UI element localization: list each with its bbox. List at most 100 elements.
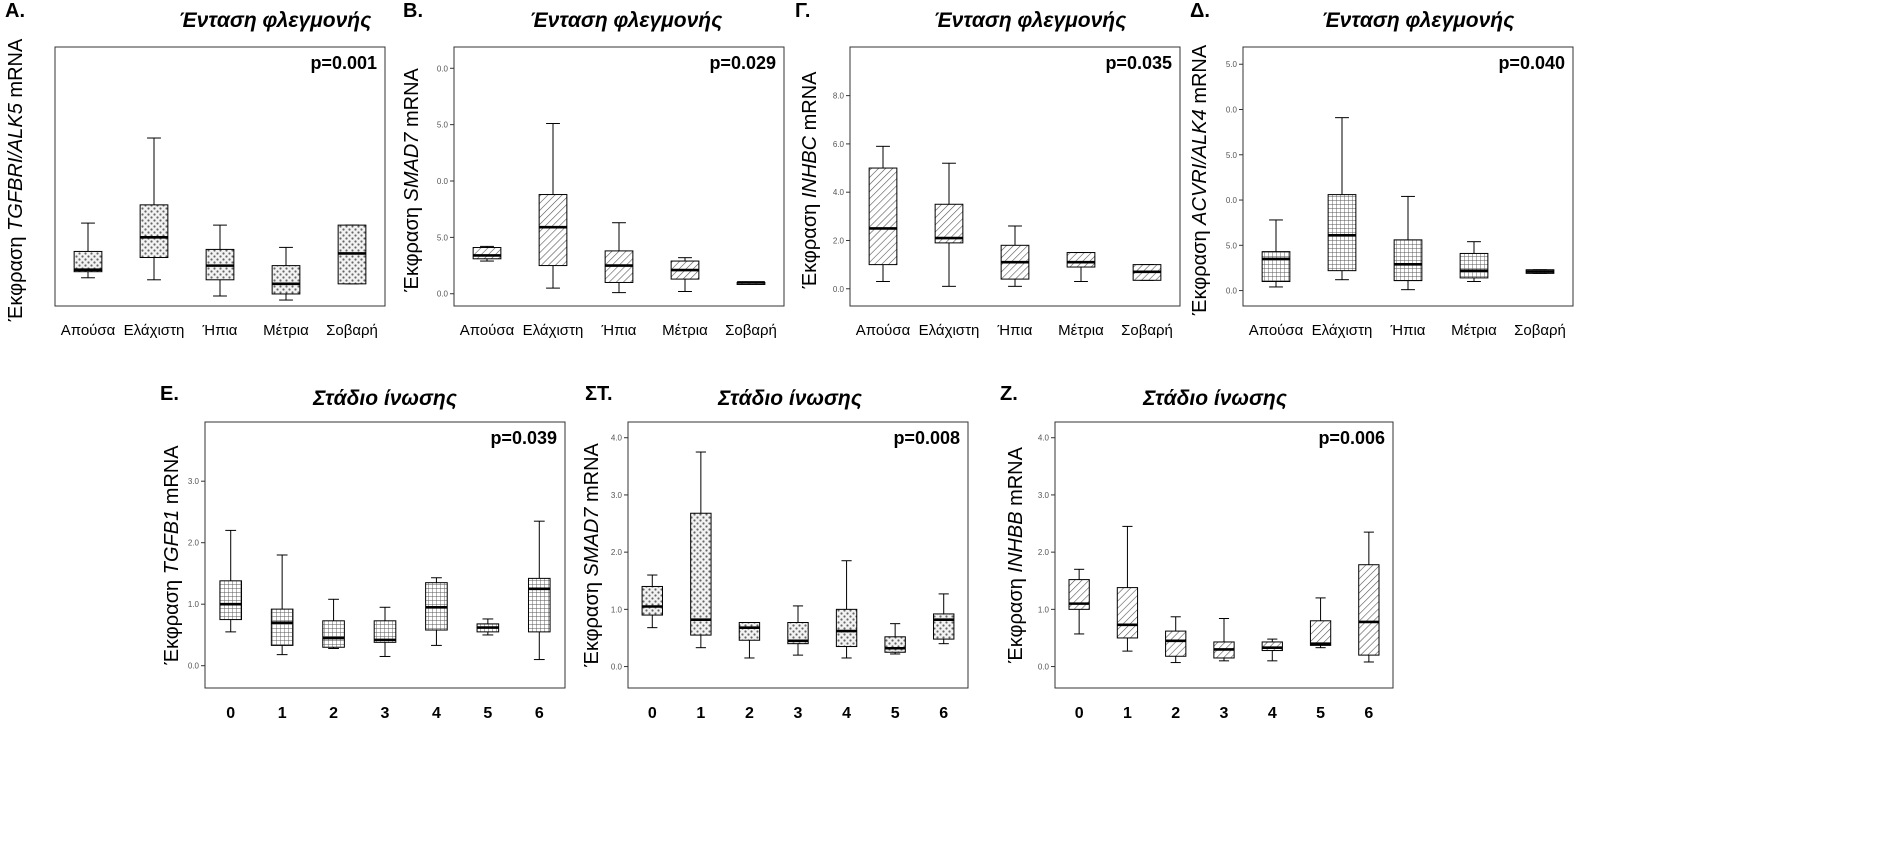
x-category-label: Ελάχιστη bbox=[124, 322, 185, 339]
x-category-label: 6 bbox=[939, 705, 948, 722]
box-0 bbox=[641, 574, 663, 629]
panel-label: ΣΤ. bbox=[585, 383, 613, 405]
y-tick-label: 4.0 bbox=[611, 434, 623, 443]
p-value-annotation: p=0.029 bbox=[709, 53, 776, 73]
box-ήπια bbox=[604, 222, 634, 294]
x-category-label: Απούσα bbox=[856, 322, 911, 339]
y-tick-label: 0.0 bbox=[1226, 196, 1238, 205]
box-απούσα bbox=[472, 245, 502, 262]
x-category-label: 6 bbox=[535, 705, 544, 722]
y-axis-label-part: Έκφραση bbox=[581, 576, 603, 667]
box-μέτρια bbox=[1459, 241, 1489, 283]
p-value-annotation: p=0.008 bbox=[893, 428, 960, 448]
box-μέτρια bbox=[670, 257, 700, 292]
box-6 bbox=[527, 520, 551, 661]
y-axis-label-part: mRNA bbox=[1005, 446, 1027, 511]
box-σοβαρή bbox=[337, 224, 367, 285]
chart-panel-3: Γ. Ένταση φλεγμονής p=0.035 Έκφραση INHBC m… bbox=[795, 0, 1181, 339]
y-axis-label: Έκφραση SMAD7 mRNA bbox=[401, 67, 423, 292]
y-axis-label: Έκφραση TGFBRI/ALK5 mRNA bbox=[5, 38, 27, 322]
chart-panel-4: Δ. Ένταση φλεγμονής p=0.040 Έκφραση ACVRI/A… bbox=[1189, 0, 1574, 339]
y-axis-label-part: Έκφραση bbox=[799, 198, 821, 289]
x-category-label: Σοβαρή bbox=[725, 322, 777, 339]
box-iqr bbox=[271, 265, 301, 295]
chart-title: Ένταση φλεγμονής bbox=[934, 9, 1127, 32]
box-σοβαρή bbox=[736, 281, 766, 285]
x-category-label: Απούσα bbox=[460, 322, 515, 339]
x-category-label: Μέτρια bbox=[1451, 322, 1497, 339]
p-value-annotation: p=0.006 bbox=[1318, 428, 1385, 448]
box-4 bbox=[1261, 638, 1283, 662]
box-3 bbox=[373, 606, 397, 657]
box-5 bbox=[884, 623, 906, 655]
box-1 bbox=[1116, 525, 1139, 652]
x-category-label: 6 bbox=[1364, 705, 1373, 722]
box-1 bbox=[270, 554, 294, 656]
x-category-label: 1 bbox=[696, 705, 705, 722]
y-tick-label: 0.0 bbox=[437, 177, 449, 186]
box-2 bbox=[1165, 616, 1187, 664]
box-iqr bbox=[538, 194, 568, 267]
x-category-label: Ήπια bbox=[601, 322, 637, 339]
box-iqr bbox=[934, 203, 964, 244]
box-απούσα bbox=[73, 222, 103, 279]
chart-panel-6: ΣΤ. Στάδιο ίνωσης p=0.008 Έκφραση SMAD7 mRN… bbox=[581, 383, 969, 722]
p-value-annotation: p=0.039 bbox=[490, 428, 557, 448]
box-iqr bbox=[527, 577, 551, 633]
box-iqr bbox=[73, 250, 103, 273]
box-ελάχιστη bbox=[934, 162, 964, 287]
y-tick-label: 0.0 bbox=[188, 662, 200, 671]
y-tick-label: 5.0 bbox=[1226, 151, 1238, 160]
y-axis-label-part: TGFBRI/ALK5 bbox=[5, 102, 27, 231]
x-category-label: Απούσα bbox=[1249, 322, 1304, 339]
box-4 bbox=[835, 560, 858, 659]
y-axis-label-part: TGFB1 bbox=[161, 510, 183, 574]
x-category-label: Ελάχιστη bbox=[919, 322, 980, 339]
box-iqr bbox=[322, 620, 345, 648]
y-tick-label: 0.0 bbox=[1226, 287, 1238, 296]
box-iqr bbox=[373, 620, 397, 643]
panel-label: Δ. bbox=[1190, 0, 1210, 22]
y-tick-label: 5.0 bbox=[1226, 60, 1238, 69]
y-tick-label: 6.0 bbox=[833, 140, 845, 149]
y-tick-label: 1.0 bbox=[188, 600, 200, 609]
p-value-annotation: p=0.001 bbox=[310, 53, 377, 73]
x-category-label: 2 bbox=[745, 705, 754, 722]
box-iqr bbox=[1358, 564, 1380, 656]
chart-title: Ένταση φλεγμονής bbox=[179, 9, 372, 32]
chart-panel-2: Β. Ένταση φλεγμονής p=0.029 Έκφραση SMAD7 m… bbox=[401, 0, 785, 339]
x-category-label: 0 bbox=[226, 705, 235, 722]
x-category-label: 5 bbox=[1316, 705, 1325, 722]
box-iqr bbox=[933, 613, 955, 640]
x-category-label: Σοβαρή bbox=[1121, 322, 1173, 339]
x-category-label: Ελάχιστη bbox=[1312, 322, 1373, 339]
y-tick-label: 0.0 bbox=[1038, 663, 1050, 672]
y-tick-label: 0.0 bbox=[437, 290, 449, 299]
y-tick-label: 5.0 bbox=[437, 233, 449, 242]
box-4 bbox=[425, 577, 448, 646]
box-5 bbox=[1309, 597, 1332, 649]
x-category-label: 0 bbox=[1075, 705, 1084, 722]
x-category-label: Ήπια bbox=[202, 322, 238, 339]
panel-label: Ζ. bbox=[1000, 383, 1018, 405]
y-tick-label: 0.0 bbox=[611, 663, 623, 672]
box-iqr bbox=[835, 608, 858, 648]
box-6 bbox=[933, 593, 955, 645]
box-iqr bbox=[690, 512, 712, 636]
y-axis-label-part: Έκφραση bbox=[5, 231, 27, 322]
box-απούσα bbox=[1261, 219, 1291, 288]
x-category-label: Ήπια bbox=[997, 322, 1033, 339]
y-tick-label: 5.0 bbox=[437, 121, 449, 130]
box-ήπια bbox=[205, 224, 235, 297]
y-tick-label: 2.0 bbox=[833, 236, 845, 245]
chart-panel-5: Ε. Στάδιο ίνωσης p=0.039 Έκφραση TGFB1 mRNA… bbox=[160, 383, 566, 722]
box-iqr bbox=[884, 636, 906, 653]
x-category-label: Απούσα bbox=[61, 322, 116, 339]
chart-title: Ένταση φλεγμονής bbox=[1322, 9, 1515, 32]
y-axis-label-part: Έκφραση bbox=[401, 201, 423, 292]
y-tick-label: 2.0 bbox=[188, 539, 200, 548]
chart-title: Ένταση φλεγμονής bbox=[530, 9, 723, 32]
y-axis-label: Έκφραση ACVRI/ALK4 mRNA bbox=[1189, 44, 1211, 316]
y-tick-label: 3.0 bbox=[1038, 491, 1050, 500]
box-2 bbox=[322, 598, 345, 649]
